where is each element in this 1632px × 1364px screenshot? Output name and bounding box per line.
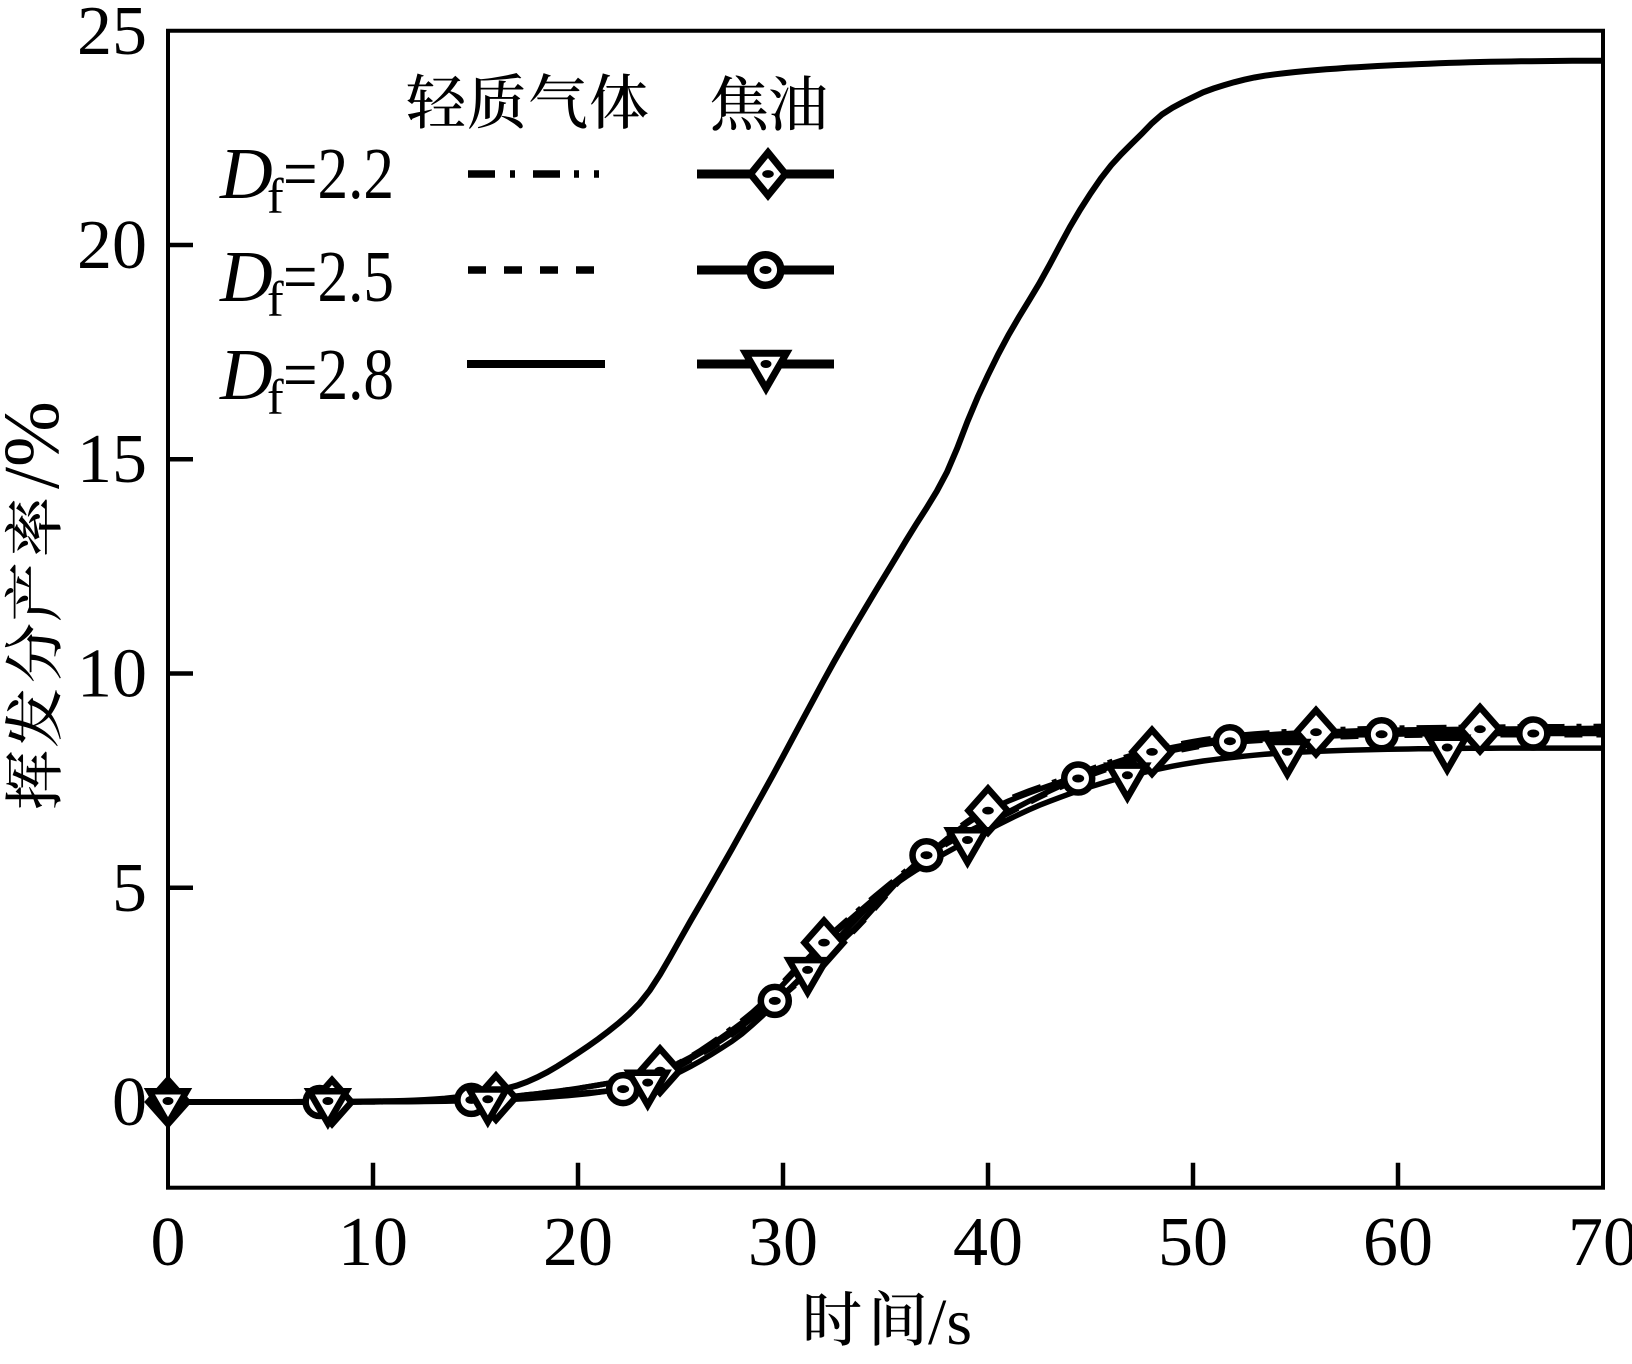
svg-text:40: 40 [953,1204,1023,1281]
svg-text:20: 20 [77,207,147,284]
svg-text:25: 25 [77,0,147,70]
svg-text:D: D [219,334,273,415]
svg-text:/%: /% [0,401,76,489]
svg-text:D: D [219,236,273,317]
svg-text:70: 70 [1568,1204,1632,1281]
svg-text:=2.5: =2.5 [283,236,394,317]
svg-text:20: 20 [543,1204,613,1281]
svg-text:f: f [267,271,284,327]
svg-text:30: 30 [748,1204,818,1281]
svg-text:f: f [267,168,284,224]
svg-text:50: 50 [1158,1204,1228,1281]
svg-text:/s: /s [928,1286,972,1359]
svg-text:0: 0 [151,1204,186,1281]
svg-text:15: 15 [77,421,147,498]
svg-text:10: 10 [77,636,147,713]
svg-text:0: 0 [112,1064,147,1141]
svg-text:f: f [267,369,284,425]
svg-text:=2.8: =2.8 [283,334,394,415]
svg-text:10: 10 [338,1204,408,1281]
svg-text:60: 60 [1363,1204,1433,1281]
svg-text:D: D [219,133,273,214]
svg-text:5: 5 [112,850,147,927]
svg-text:=2.2: =2.2 [283,133,394,214]
